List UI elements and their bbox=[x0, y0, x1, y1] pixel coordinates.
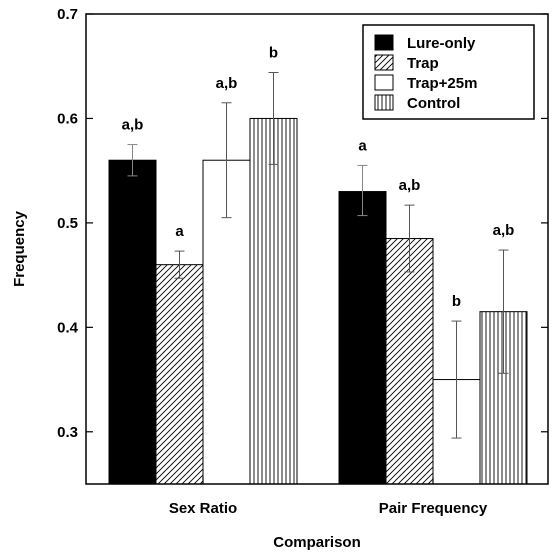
error-bar bbox=[404, 204, 415, 273]
y-tick-label: 0.4 bbox=[57, 319, 79, 336]
x-tick-label: Sex Ratio bbox=[169, 500, 237, 517]
error-bar bbox=[357, 164, 368, 217]
legend-entry: Trap bbox=[407, 55, 439, 72]
significance-label: b bbox=[269, 44, 278, 61]
significance-label: a,b bbox=[216, 75, 238, 92]
y-tick-label: 0.7 bbox=[57, 6, 78, 23]
legend-entry: Trap+25m bbox=[407, 75, 477, 92]
bars-group bbox=[108, 117, 528, 485]
significance-label: a bbox=[175, 223, 184, 240]
y-tick-label: 0.5 bbox=[57, 215, 78, 232]
significance-label: a bbox=[358, 137, 367, 154]
significance-label: a,b bbox=[399, 177, 421, 194]
y-axis-label: Frequency bbox=[11, 210, 28, 287]
x-axis-ticks: Sex Ratio Pair Frequency bbox=[169, 477, 488, 517]
legend-entry: Control bbox=[407, 95, 460, 112]
legend: Lure-only Trap Trap+25m Control bbox=[362, 24, 535, 120]
x-axis-label: Comparison bbox=[273, 534, 361, 551]
error-bar bbox=[268, 71, 279, 165]
error-bar bbox=[498, 249, 509, 374]
significance-label: a,b bbox=[122, 117, 144, 134]
bar-trap-pair-frequency bbox=[385, 238, 434, 485]
y-axis-ticks: 0.3 0.4 0.5 0.6 0.7 bbox=[57, 6, 548, 441]
y-tick-label: 0.3 bbox=[57, 424, 78, 441]
bar-control-sex-ratio bbox=[249, 117, 298, 485]
significance-labels-group: a,b a a,b b a a,b b a,b bbox=[122, 44, 515, 310]
error-bar bbox=[451, 320, 462, 439]
error-bar bbox=[127, 144, 138, 177]
y-tick-label: 0.6 bbox=[57, 110, 78, 127]
significance-label: a,b bbox=[493, 222, 515, 239]
error-bar bbox=[174, 250, 185, 279]
legend-entry: Lure-only bbox=[407, 35, 476, 52]
legend-swatch bbox=[374, 54, 394, 71]
legend-swatch bbox=[374, 94, 394, 111]
x-tick-label: Pair Frequency bbox=[379, 500, 488, 517]
error-bars-group bbox=[127, 71, 509, 439]
bar-lure-only-sex-ratio bbox=[108, 159, 157, 485]
significance-label: b bbox=[452, 293, 461, 310]
plot-frame bbox=[85, 13, 549, 485]
legend-swatch bbox=[374, 34, 394, 51]
error-bar bbox=[221, 102, 232, 219]
legend-swatch bbox=[374, 74, 394, 91]
bar-trap-sex-ratio bbox=[155, 264, 204, 485]
bar-lure-only-pair-frequency bbox=[338, 191, 387, 485]
